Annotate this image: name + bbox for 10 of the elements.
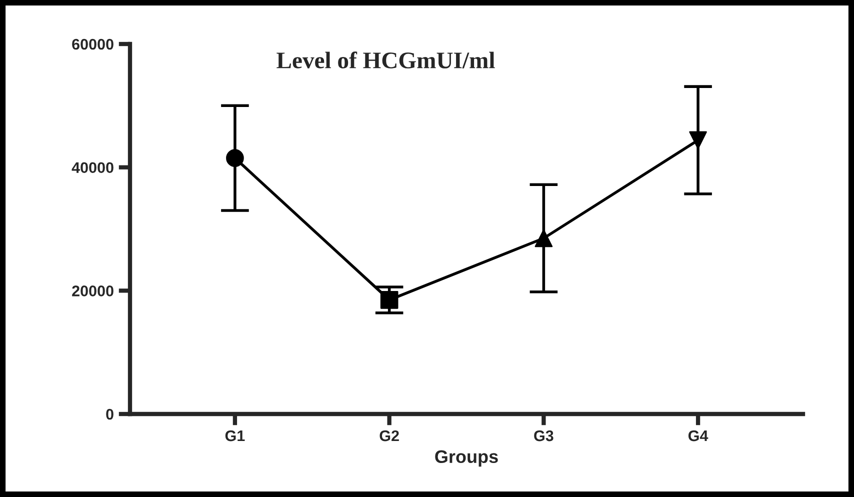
x-tick-label: G4 xyxy=(688,430,708,442)
chart-title: Level of HCGmUI/ml xyxy=(276,52,495,68)
x-tick-label: G1 xyxy=(225,430,245,442)
x-tick-label: G3 xyxy=(534,430,554,442)
y-tick-label: 0 xyxy=(106,408,114,420)
x-tick-label: G2 xyxy=(380,430,399,442)
y-tick-label: 20000 xyxy=(72,286,114,296)
x-axis-title: Groups xyxy=(435,450,498,467)
y-tick-label: 60000 xyxy=(72,38,114,50)
y-tick-label: 40000 xyxy=(72,162,114,174)
